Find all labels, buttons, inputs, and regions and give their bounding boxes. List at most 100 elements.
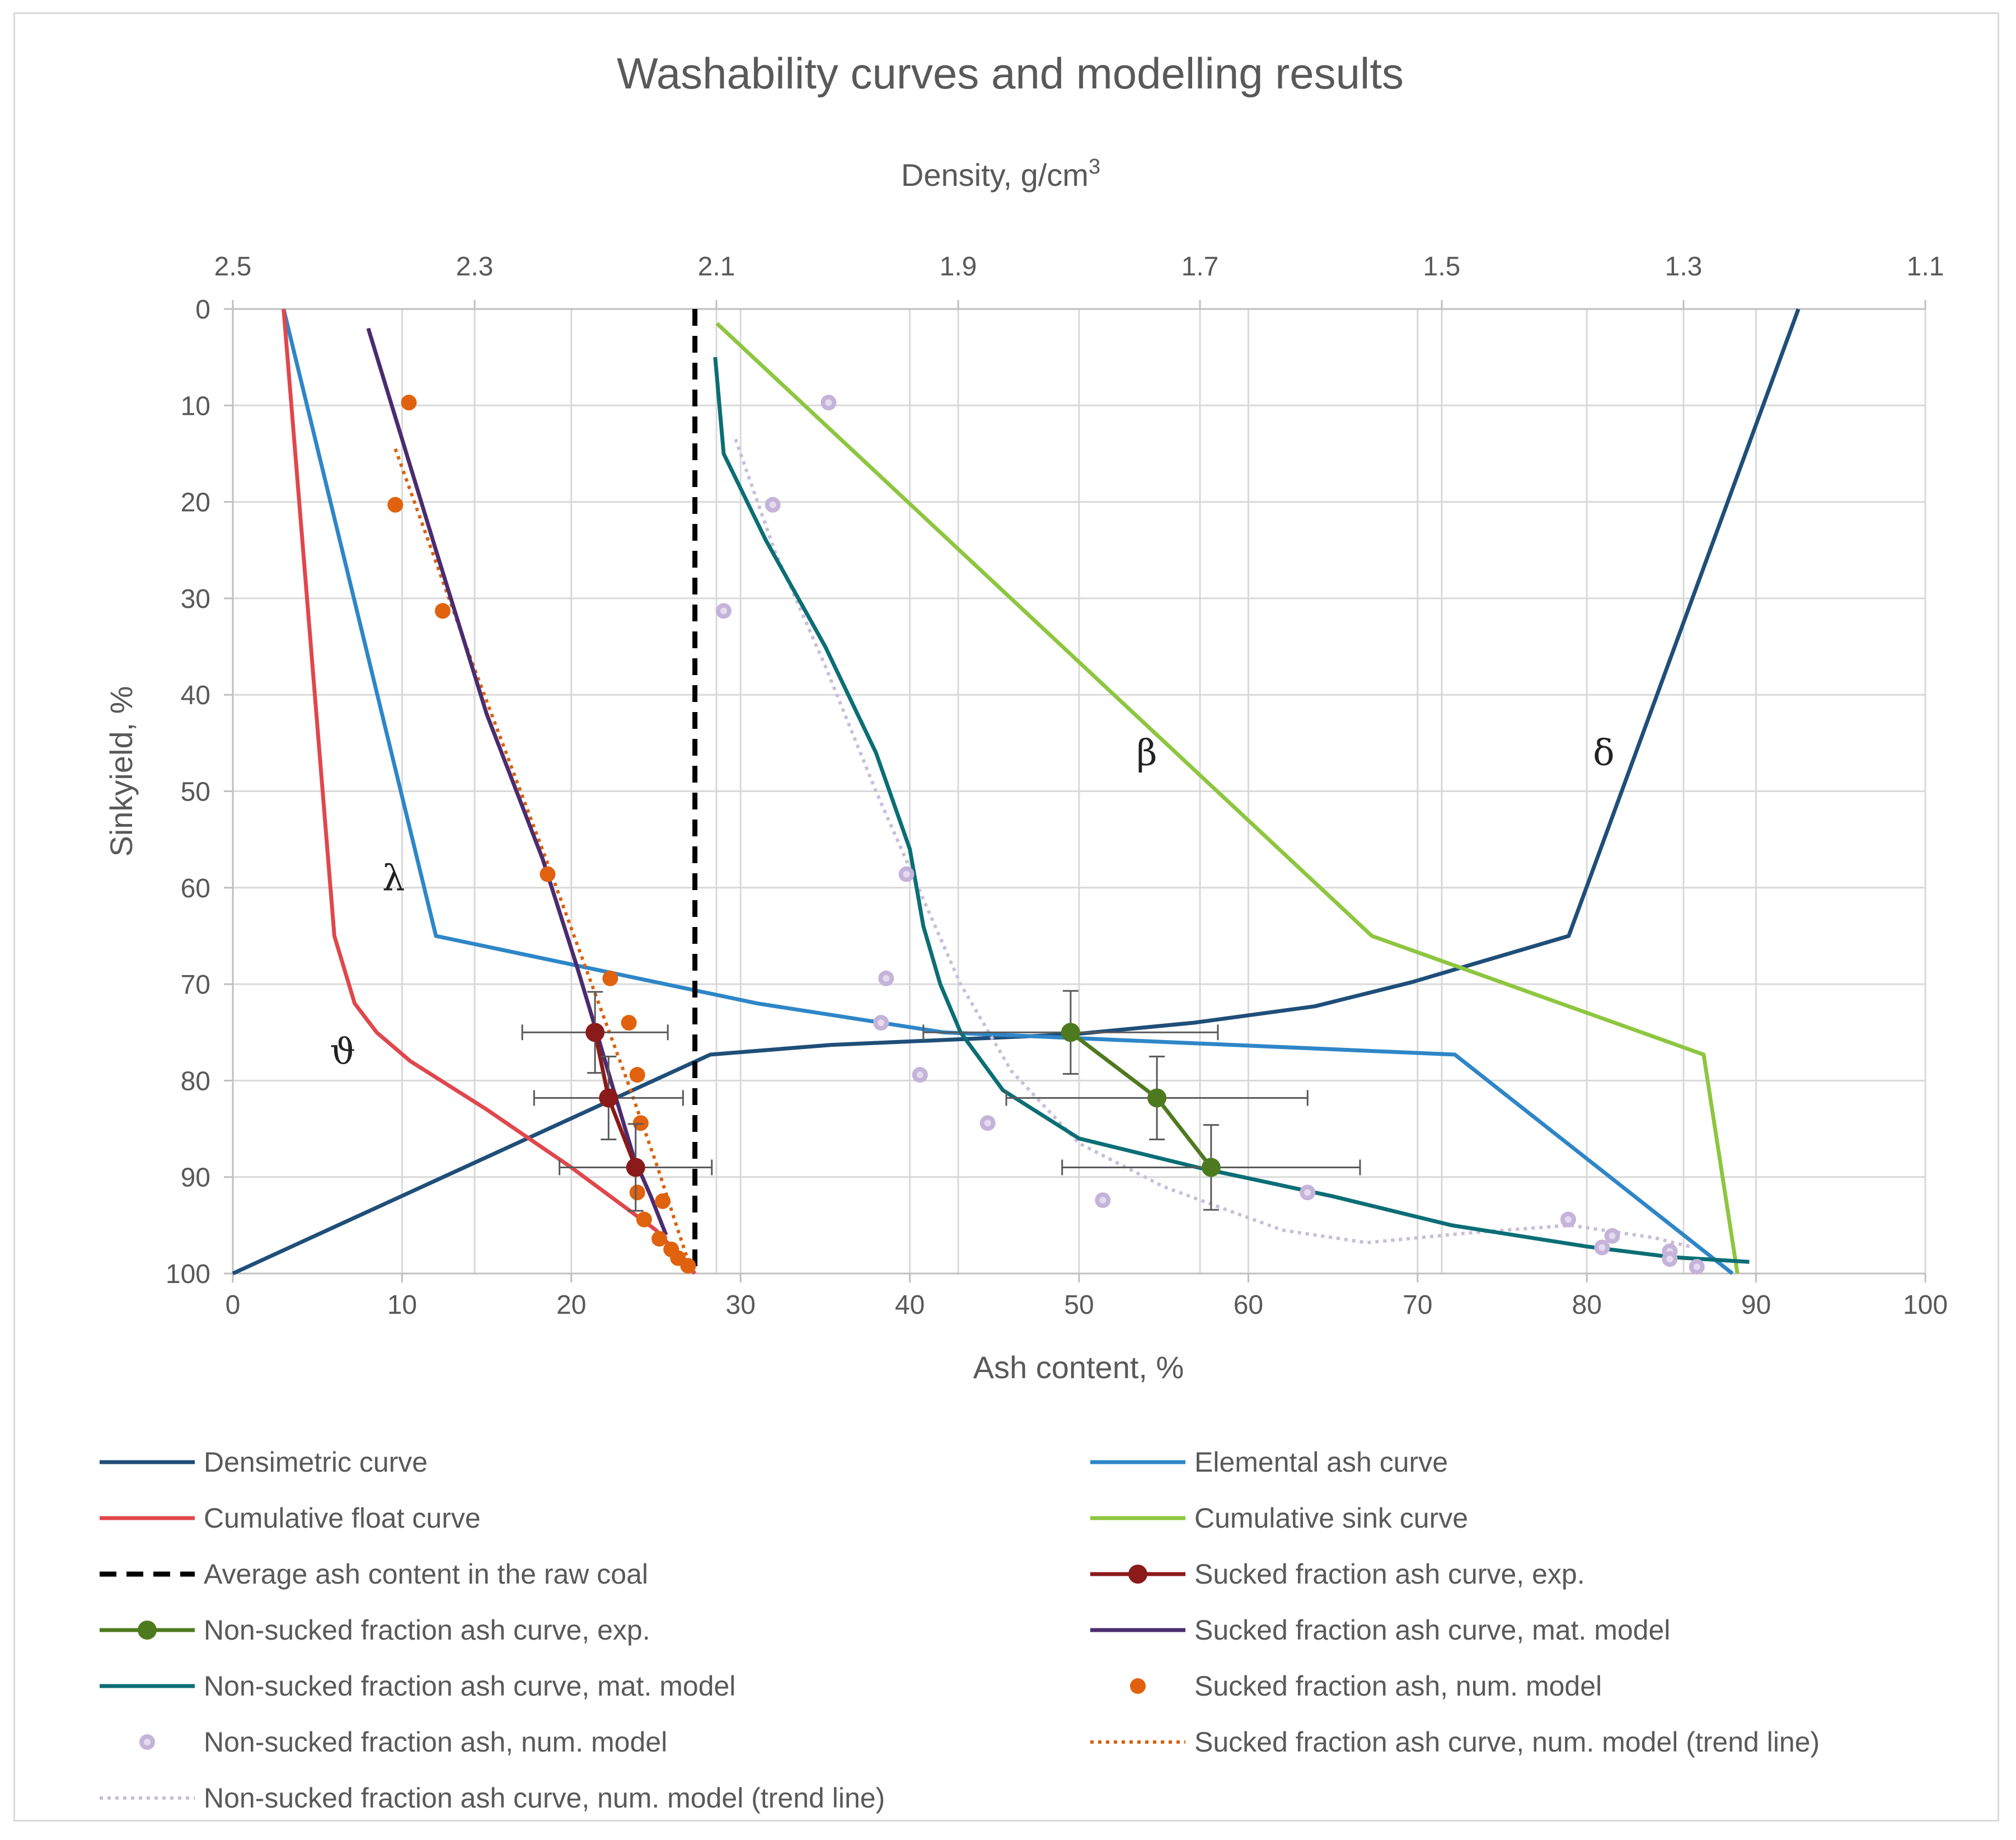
curve-annotations: β δ λ ϑ [330, 733, 1615, 1073]
x-tick-label: 30 [726, 1290, 756, 1320]
top-tick-label: 1.7 [1182, 252, 1219, 282]
y-tick-label: 0 [195, 295, 210, 325]
legend-entry-sucked_num: Sucked fraction ash, num. model [1130, 1670, 1602, 1702]
x-tick-label: 80 [1572, 1290, 1602, 1320]
series-nonsucked_trend [734, 438, 1694, 1249]
x-tick-label: 90 [1741, 1290, 1771, 1320]
scatter-point-center [916, 1071, 923, 1079]
y-tick-label: 40 [181, 681, 210, 710]
series-layer [232, 308, 1801, 1276]
scatter-point-center [1304, 1189, 1311, 1196]
scatter-point [636, 1211, 652, 1228]
x-tick-label: 0 [226, 1290, 241, 1320]
curve-label: ϑ [330, 1032, 356, 1073]
scatter-point-center [903, 870, 910, 878]
scatter-point-center [769, 501, 776, 508]
series-nonsucked_mat [713, 357, 1750, 1264]
series-line [715, 322, 1740, 1274]
x-tick-label: 40 [895, 1290, 925, 1320]
scatter-point-center [1598, 1244, 1606, 1251]
scatter-point [387, 497, 404, 513]
legend-label: Sucked fraction ash curve, mat. model [1194, 1614, 1670, 1646]
top-tick-label: 2.1 [698, 252, 735, 282]
y-axis-title: Sinkyield, % [104, 686, 139, 856]
scatter-point [621, 1015, 637, 1031]
series-sucked_exp [521, 991, 713, 1212]
legend-entry-sucked_exp: Sucked fraction ash curve, exp. [1090, 1558, 1585, 1590]
data-point [585, 1023, 605, 1042]
legend-marker [138, 1621, 157, 1640]
series-nonsucked_exp [922, 990, 1361, 1211]
legend-label: Sucked fraction ash curve, num. model (t… [1194, 1726, 1820, 1758]
scatter-point [632, 1115, 649, 1131]
scatter-point [401, 395, 417, 411]
series-line [282, 308, 697, 1275]
x-tick-label: 60 [1234, 1290, 1263, 1320]
chart-title: Washability curves and modelling results [617, 49, 1404, 98]
scatter-point-center [720, 607, 727, 615]
legend-entry-nonsucked_exp: Non-sucked fraction ash curve, exp. [100, 1614, 650, 1646]
top-tick-label: 1.3 [1665, 252, 1703, 282]
y-tick-label: 80 [181, 1066, 210, 1096]
legend-label: Non-sucked fraction ash curve, exp. [204, 1614, 650, 1646]
series-line [713, 357, 1750, 1264]
legend-entry-nonsucked_mat: Non-sucked fraction ash curve, mat. mode… [100, 1670, 735, 1702]
legend-label: Densimetric curve [204, 1446, 428, 1478]
legend-marker [1130, 1678, 1146, 1694]
y-tick-label: 100 [166, 1260, 210, 1289]
scatter-point-center [1099, 1197, 1107, 1204]
curve-label: β [1136, 733, 1157, 774]
scatter-point [540, 866, 556, 882]
legend-label: Non-sucked fraction ash, num. model [204, 1726, 667, 1758]
y-tick-label: 50 [181, 778, 210, 807]
scatter-point [629, 1067, 645, 1083]
series-elemental [282, 308, 1734, 1275]
scatter-point-center [984, 1120, 991, 1127]
legend-label: Cumulative float curve [204, 1502, 481, 1534]
scatter-point-center [1666, 1256, 1673, 1263]
x-axis-title: Ash content, % [973, 1350, 1184, 1385]
top-tick-label: 2.3 [456, 252, 494, 282]
legend-entry-sucked_trend: Sucked fraction ash curve, num. model (t… [1090, 1726, 1820, 1758]
top-tick-label: 2.5 [214, 252, 252, 282]
scatter-point-center [825, 399, 832, 406]
x-tick-label: 70 [1403, 1290, 1432, 1320]
legend-entry-nonsucked_num: Non-sucked fraction ash, num. model [139, 1726, 667, 1758]
data-point [1201, 1158, 1221, 1177]
legend-label: Average ash content in the raw coal [204, 1558, 648, 1590]
y-tick-label: 70 [181, 970, 210, 1000]
series-sucked_mat [366, 327, 668, 1236]
x-tick-label: 10 [387, 1290, 417, 1320]
y-tick-label: 90 [181, 1163, 210, 1193]
x-tick-label: 100 [1903, 1290, 1948, 1320]
curve-label: λ [382, 858, 405, 900]
y-tick-label: 60 [181, 874, 210, 903]
legend-label: Sucked fraction ash, num. model [1194, 1670, 1602, 1702]
legend-label: Cumulative sink curve [1194, 1502, 1468, 1534]
scatter-point [651, 1230, 668, 1247]
y-tick-label: 10 [181, 391, 210, 421]
legend-entry-nonsucked_trend: Non-sucked fraction ash curve, num. mode… [100, 1782, 885, 1814]
data-point [1061, 1023, 1080, 1042]
scatter-point-center [878, 1019, 885, 1027]
series-cum_float [282, 308, 697, 1275]
legend-label: Non-sucked fraction ash curve, mat. mode… [204, 1670, 735, 1702]
data-point [599, 1088, 618, 1108]
series-line [1069, 1031, 1213, 1169]
legend-marker-center [144, 1739, 151, 1745]
scatter-point-center [1609, 1232, 1616, 1239]
scatter-point [680, 1258, 696, 1274]
legend-label: Sucked fraction ash curve, exp. [1194, 1558, 1585, 1590]
x-tick-label: 20 [556, 1290, 586, 1320]
series-line [282, 308, 1734, 1275]
legend-entry-cum_float: Cumulative float curve [100, 1502, 481, 1534]
legend-label: Non-sucked fraction ash curve, num. mode… [204, 1782, 885, 1814]
legend-entry-cum_sink: Cumulative sink curve [1090, 1502, 1468, 1534]
scatter-point-center [1693, 1263, 1700, 1270]
legend-label: Elemental ash curve [1194, 1446, 1448, 1478]
legend-entry-avg_ash: Average ash content in the raw coal [100, 1558, 648, 1590]
top-tick-label: 1.1 [1907, 252, 1944, 282]
scatter-point-center [1564, 1216, 1572, 1223]
top-axis-title: Density, g/cm3 [901, 155, 1100, 193]
